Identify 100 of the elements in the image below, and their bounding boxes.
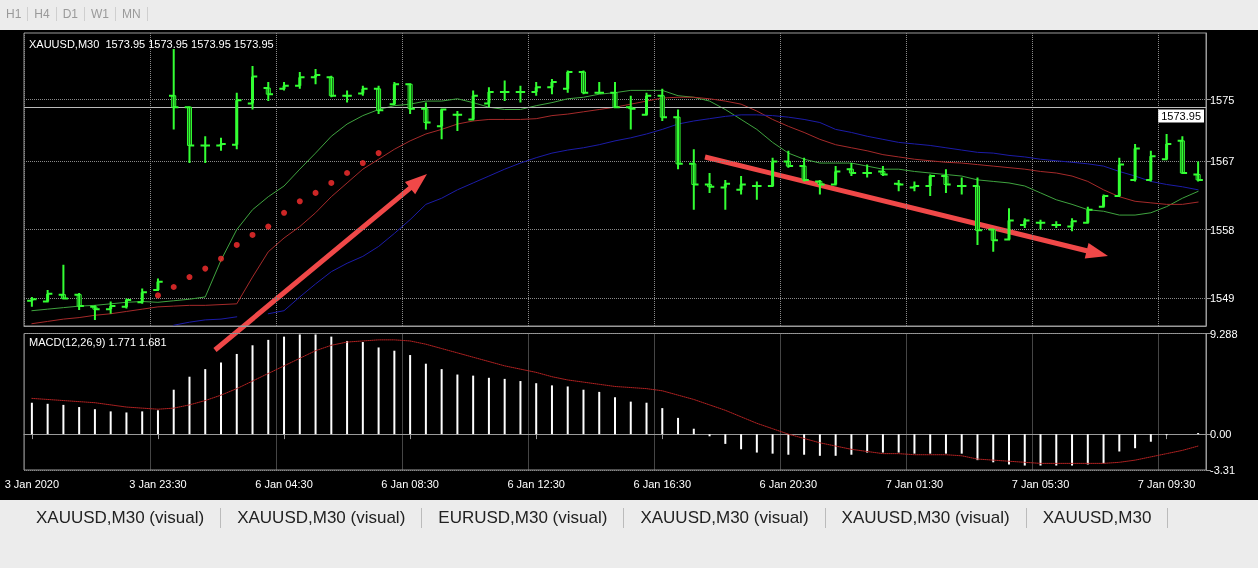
candlestick [26,295,38,308]
y-tick-label: 1549 [1210,292,1235,305]
point [359,160,366,167]
candlestick [231,91,243,151]
text: XAUUSD,M30 (visual) [221,508,423,528]
bar [283,336,286,435]
bar [440,369,443,435]
bar [866,434,869,453]
bar [251,345,254,435]
candlestick [1034,218,1047,231]
bar [93,409,96,435]
bar [629,401,632,435]
bar [298,334,301,435]
point [218,255,224,262]
bar [393,350,396,435]
bar [1023,434,1026,466]
candlestick [861,163,873,179]
bar [771,434,774,454]
bar [204,369,207,435]
x-tick-label: 7 Jan 01:30 [885,477,944,490]
point [154,292,161,299]
point [344,170,351,176]
point [186,274,193,281]
ref-line-label: 1573.95 [1161,110,1201,123]
point [296,198,303,205]
bar [1008,434,1010,465]
bar [1134,434,1137,449]
chart-title: XAUUSD,M30 1573.95 1573.95 1573.95 1573.95 [29,37,274,50]
candlestick [483,86,495,109]
bar [803,434,806,455]
bar [598,391,601,435]
x-tick-label: 3 Jan 23:30 [129,477,187,490]
bar [834,434,837,456]
y-tick-label: 1558 [1210,223,1235,236]
point [312,189,319,196]
bar [960,434,963,454]
candlestick [971,176,984,246]
bar [141,411,144,435]
candlestick [546,77,558,96]
point [202,265,209,272]
bar [944,434,947,454]
candlestick [294,71,306,90]
point [233,241,240,248]
candlestick [1066,217,1078,233]
bar [535,383,538,435]
bar [188,376,191,435]
candlestick [1050,220,1063,230]
point [170,283,177,290]
line-series [31,339,1199,464]
x-tick-label: 6 Jan 08:30 [381,477,439,490]
bar [708,434,711,437]
bar [267,339,270,435]
candlestick [341,89,353,104]
point [375,150,382,157]
x-tick-label: 6 Jan 04:30 [255,477,313,490]
candlestick [514,84,527,104]
bar [992,434,995,463]
bar [377,347,380,435]
bar [976,434,979,461]
candlestick [215,136,227,152]
bar [1086,434,1089,465]
bar [645,402,648,435]
bar [850,434,853,455]
bar [346,340,349,435]
text: H4 [28,7,57,21]
bar [1055,434,1058,466]
bar [881,434,884,453]
candlestick [735,175,747,196]
bar [1118,434,1121,452]
text: D1 [56,7,86,21]
x-tick-label: 7 Jan 09:30 [1137,477,1196,490]
bar [1102,434,1105,464]
text: XAUUSD,M30 (visual) [825,508,1027,528]
chart-title: MACD(12,26,9) 1.771 1.681 [29,335,167,348]
candlestick [719,178,732,211]
bar [125,412,128,435]
bar [1071,434,1074,466]
bar [740,434,743,450]
bar [755,434,758,453]
bar [424,363,427,435]
bar [566,386,569,435]
bar [235,353,238,435]
bar [220,362,222,435]
bar [472,375,475,435]
bar [156,410,159,435]
bar [109,411,112,435]
text: XAUUSD,M30 (visual) [624,508,826,528]
bar [62,404,65,435]
text: MN [116,7,148,21]
bar [724,434,727,444]
x-tick-label: 6 Jan 12:30 [507,477,565,490]
bar [897,434,900,453]
bar [677,417,680,435]
point [249,231,256,238]
bar [172,389,175,435]
bar [519,381,522,435]
candlestick [246,64,259,111]
bar [46,403,49,435]
point [281,209,288,216]
bar [503,378,506,435]
